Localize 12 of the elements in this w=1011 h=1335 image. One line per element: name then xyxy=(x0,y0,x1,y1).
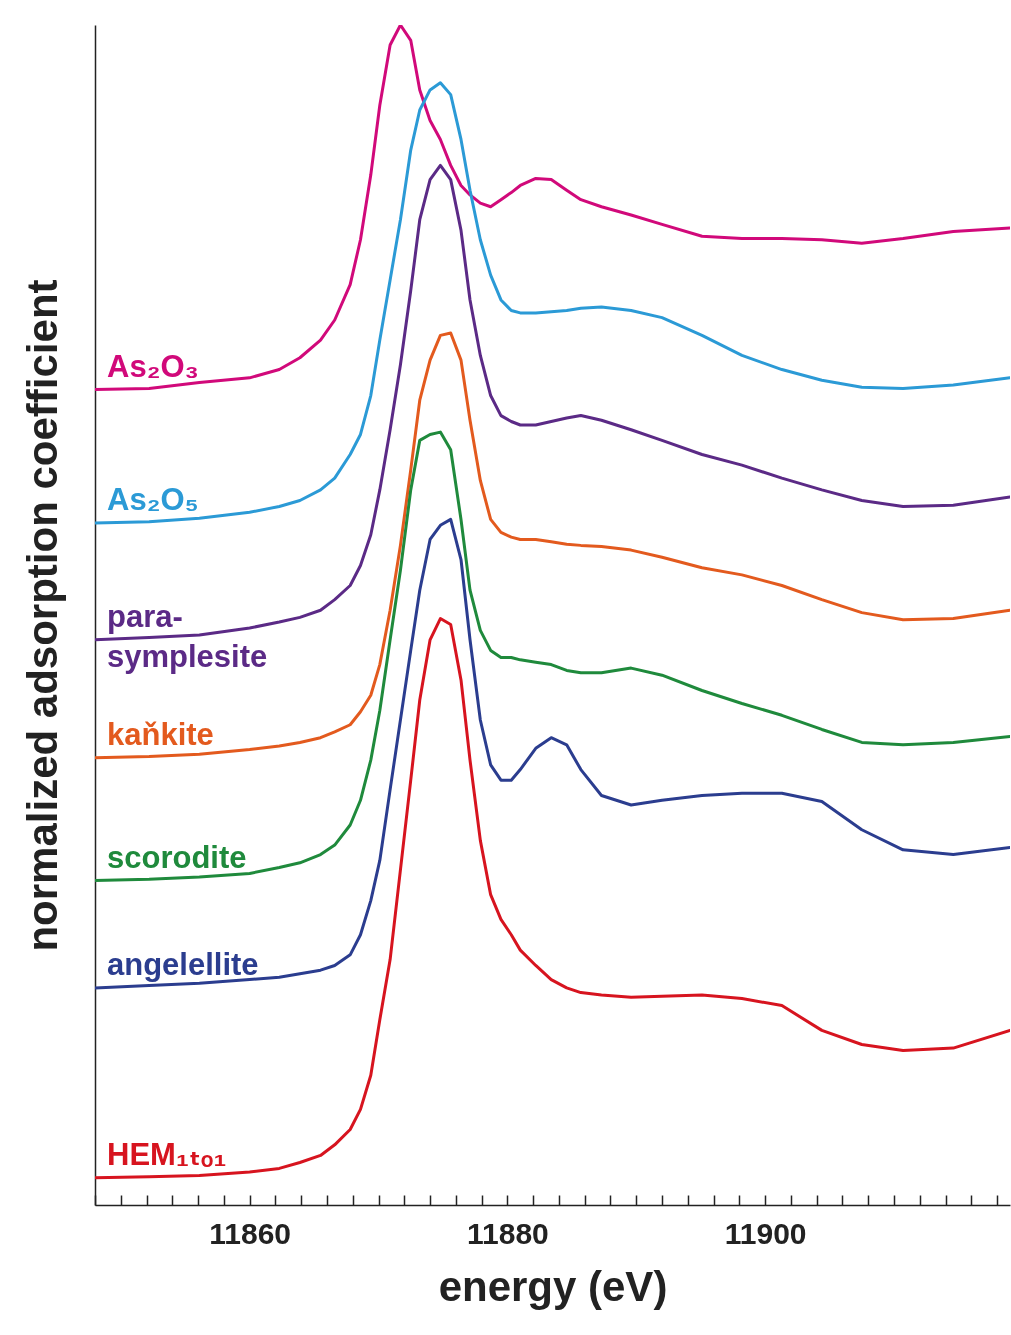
series-label: para-symplesite xyxy=(107,598,268,674)
series-label: As₂O₅ xyxy=(107,481,199,517)
series-label: kaňkite xyxy=(107,716,214,752)
x-tick-label: 11880 xyxy=(467,1216,549,1250)
x-axis-title: energy (eV) xyxy=(438,1262,668,1310)
y-axis-title: normalized adsorption coefficient xyxy=(18,279,66,952)
series-label: As₂O₃ xyxy=(107,348,199,384)
series-label: HEM₁ₜₒ₁ xyxy=(107,1136,227,1172)
x-tick-label: 11860 xyxy=(209,1216,292,1250)
series-label: angelellite xyxy=(107,946,259,982)
x-tick-label: 11900 xyxy=(724,1216,807,1250)
series-label: scorodite xyxy=(107,839,247,875)
